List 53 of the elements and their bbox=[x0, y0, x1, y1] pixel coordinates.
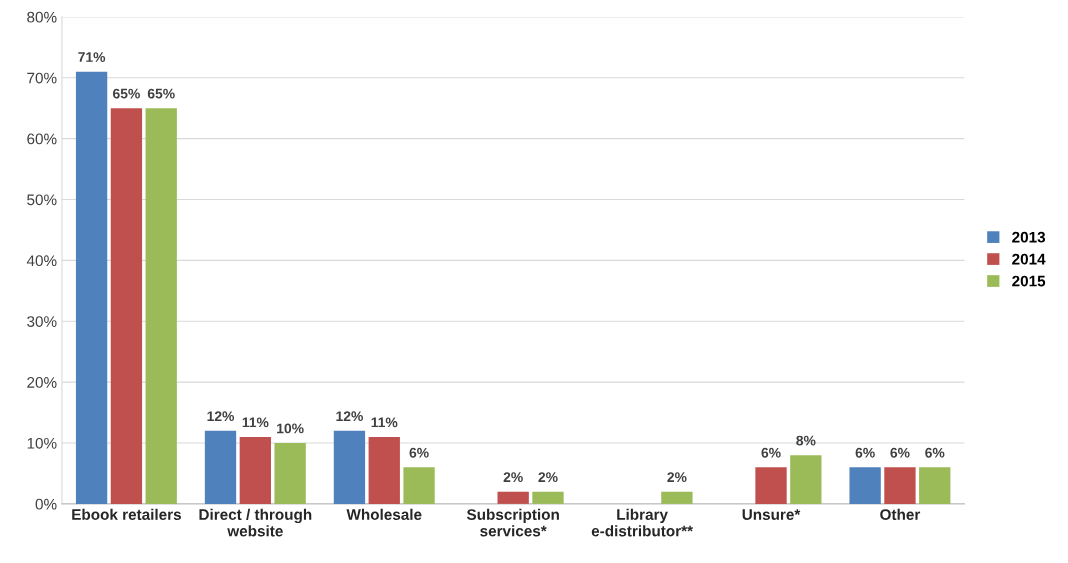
y-tick-label: 40% bbox=[26, 255, 57, 267]
bar bbox=[790, 455, 822, 504]
bar bbox=[75, 71, 108, 504]
bar bbox=[849, 467, 881, 504]
bar bbox=[110, 108, 143, 504]
y-tick-label: 50% bbox=[27, 194, 57, 206]
data-label: 6% bbox=[855, 447, 875, 458]
data-label: 11% bbox=[371, 417, 398, 428]
data-label: 11% bbox=[242, 417, 269, 428]
y-tick-label: 20% bbox=[27, 377, 57, 388]
bar bbox=[497, 491, 529, 504]
y-tick-label: 60% bbox=[27, 133, 57, 145]
y-tick-label: 30% bbox=[27, 316, 57, 327]
bar bbox=[919, 467, 951, 504]
data-label: 2% bbox=[667, 472, 687, 482]
bar bbox=[204, 430, 237, 504]
x-tick-label: Direct / through website bbox=[199, 508, 312, 537]
data-label: 65% bbox=[113, 88, 140, 99]
x-tick-label: Unsure* bbox=[742, 509, 801, 520]
legend-label: 2015 bbox=[1012, 275, 1046, 287]
y-tick-label: 80% bbox=[27, 11, 57, 23]
bar bbox=[368, 436, 400, 504]
data-label: 2% bbox=[538, 472, 558, 482]
x-tick-label: Ebook retailers bbox=[72, 508, 181, 520]
bar bbox=[661, 491, 693, 504]
data-label: 65% bbox=[147, 88, 175, 99]
bar bbox=[755, 467, 787, 504]
data-label: 8% bbox=[796, 435, 816, 446]
data-label: 6% bbox=[890, 447, 910, 458]
bar bbox=[333, 430, 366, 504]
bar bbox=[532, 491, 564, 504]
y-tick-label: 0% bbox=[35, 498, 57, 510]
y-tick-label: 10% bbox=[27, 437, 57, 449]
x-tick-label: Subscription services* bbox=[466, 508, 559, 537]
data-label: 12% bbox=[207, 411, 235, 422]
bar bbox=[145, 108, 177, 504]
data-label: 6% bbox=[761, 447, 781, 458]
x-tick-label: Other bbox=[880, 508, 921, 520]
bar bbox=[274, 443, 306, 504]
data-label: 2% bbox=[503, 472, 523, 482]
y-tick-label: 70% bbox=[27, 72, 57, 84]
data-label: 12% bbox=[336, 411, 363, 422]
data-label: 6% bbox=[925, 447, 945, 458]
data-label: 6% bbox=[409, 447, 429, 458]
x-tick-label: Library e-distributor** bbox=[591, 508, 694, 537]
data-label: 71% bbox=[78, 52, 106, 62]
data-label: 10% bbox=[277, 423, 304, 434]
legend-label: 2013 bbox=[1012, 231, 1046, 243]
bar bbox=[884, 467, 916, 504]
bar bbox=[239, 436, 271, 504]
legend-label: 2014 bbox=[1012, 253, 1046, 265]
bar bbox=[403, 467, 435, 504]
x-tick-label: Wholesale bbox=[346, 508, 422, 520]
